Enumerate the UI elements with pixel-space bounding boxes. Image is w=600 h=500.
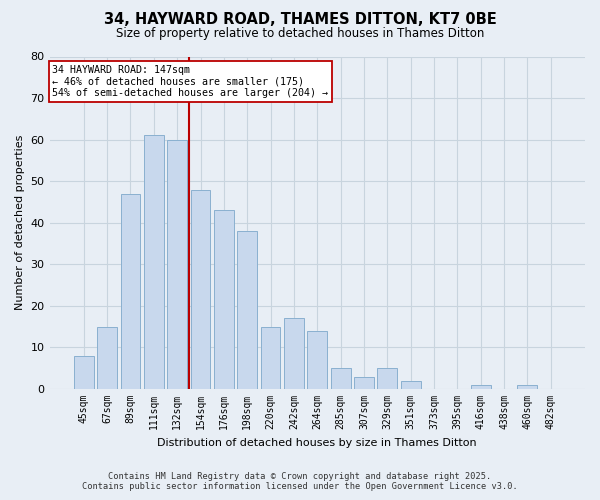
- Bar: [74, 356, 94, 389]
- Bar: [214, 210, 234, 389]
- Text: 34, HAYWARD ROAD, THAMES DITTON, KT7 0BE: 34, HAYWARD ROAD, THAMES DITTON, KT7 0BE: [104, 12, 496, 28]
- Text: 34 HAYWARD ROAD: 147sqm
← 46% of detached houses are smaller (175)
54% of semi-d: 34 HAYWARD ROAD: 147sqm ← 46% of detache…: [52, 65, 328, 98]
- Bar: [377, 368, 397, 389]
- Bar: [284, 318, 304, 389]
- Text: Size of property relative to detached houses in Thames Ditton: Size of property relative to detached ho…: [116, 26, 484, 40]
- Bar: [471, 385, 491, 389]
- Bar: [307, 331, 327, 389]
- Bar: [144, 136, 164, 389]
- Bar: [331, 368, 350, 389]
- X-axis label: Distribution of detached houses by size in Thames Ditton: Distribution of detached houses by size …: [157, 438, 477, 448]
- Bar: [238, 231, 257, 389]
- Bar: [167, 140, 187, 389]
- Bar: [401, 380, 421, 389]
- Bar: [191, 190, 211, 389]
- Bar: [517, 385, 538, 389]
- Bar: [354, 376, 374, 389]
- Bar: [260, 326, 280, 389]
- Bar: [97, 326, 117, 389]
- Y-axis label: Number of detached properties: Number of detached properties: [15, 135, 25, 310]
- Bar: [121, 194, 140, 389]
- Text: Contains HM Land Registry data © Crown copyright and database right 2025.
Contai: Contains HM Land Registry data © Crown c…: [82, 472, 518, 491]
